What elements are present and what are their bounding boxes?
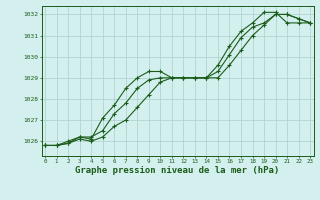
X-axis label: Graphe pression niveau de la mer (hPa): Graphe pression niveau de la mer (hPa) <box>76 166 280 175</box>
